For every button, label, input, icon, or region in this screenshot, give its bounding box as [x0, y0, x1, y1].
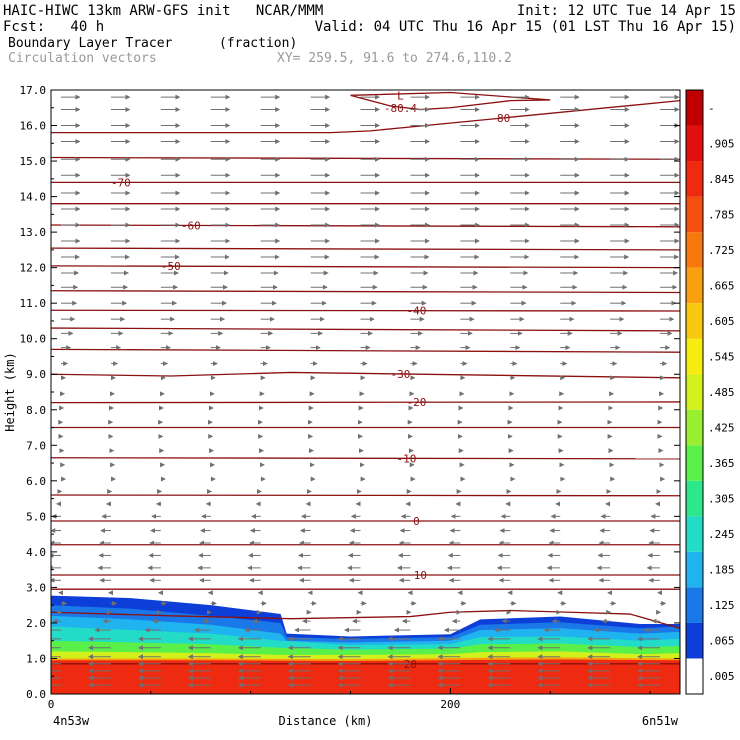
header-line1-left: HAIC-HIWC 13km ARW-GFS init NCAR/MMM: [3, 3, 324, 19]
y-tick-label: 15.0: [20, 155, 47, 168]
tracer-fill-layer: [51, 595, 680, 694]
circulation-vectors: [51, 94, 680, 688]
y-tick-label: 6.0: [26, 475, 46, 488]
colorbar-label: .545: [708, 350, 735, 363]
colorbar-label: .725: [708, 244, 735, 257]
y-tick-label: 16.0: [20, 120, 47, 133]
colorbar-swatch: [686, 267, 703, 304]
x-start-location: 4n53w: [53, 714, 90, 728]
y-tick-label: 12.0: [20, 262, 47, 275]
y-tick-label: 7.0: [26, 439, 46, 452]
contour-label-min: -80.4: [384, 102, 417, 115]
colorbar-label: .005: [708, 670, 735, 683]
colorbar-swatch: [686, 622, 703, 659]
colorbar-swatch: [686, 551, 703, 588]
contour-line: [51, 401, 680, 404]
contour-line: [51, 494, 680, 497]
y-tick-label: 2.0: [26, 617, 46, 630]
contour-label: -50: [161, 260, 181, 273]
colorbar-swatch: [686, 196, 703, 233]
y-tick-label: 0.0: [26, 688, 46, 701]
y-tick-label: 10.0: [20, 333, 47, 346]
contour-label: 0: [413, 515, 420, 528]
x-end-location: 6n51w: [642, 714, 679, 728]
vector-legend-label: Circulation vectors: [8, 51, 157, 66]
colorbar-label: .905: [708, 137, 735, 150]
colorbar-label: .605: [708, 315, 735, 328]
colorbar-swatch: [686, 338, 703, 375]
colorbar-swatch: [686, 374, 703, 410]
y-tick-label: 17.0: [20, 84, 47, 97]
contour-label: -10: [396, 452, 416, 465]
contour-line: [51, 327, 680, 332]
contour-line: [51, 348, 680, 353]
x-tick-label: 0: [48, 698, 55, 711]
colorbar-swatch: [686, 516, 703, 552]
colorbar-swatch: [686, 90, 703, 126]
contour-label: -40: [406, 305, 426, 318]
contour-line: [51, 457, 680, 460]
contour-line: [51, 265, 680, 269]
header-line2-left: Fcst: 40 h: [3, 19, 105, 35]
y-axis-label: Height (km): [3, 352, 17, 431]
colorbar-label: .065: [708, 635, 735, 648]
colorbar-swatch: [686, 303, 703, 339]
y-tick-label: 11.0: [20, 297, 47, 310]
contour-low-marker: L: [397, 89, 404, 102]
contour-label: -20: [406, 396, 426, 409]
y-tick-label: 1.0: [26, 652, 46, 665]
colorbar-label: .185: [708, 564, 735, 577]
contour-line: [51, 371, 680, 379]
header-line2-right: Valid: 04 UTC Thu 16 Apr 15 (01 LST Thu …: [314, 19, 736, 35]
contour-line-closed: [350, 91, 551, 111]
contour-label: -70: [111, 176, 131, 189]
contour-line: [51, 290, 680, 294]
colorbar: .005 .065 .125 .185 .245 .305 .365 .425 .485 .545…: [685, 89, 735, 695]
colorbar-label: .425: [708, 422, 735, 435]
y-tick-label: 5.0: [26, 510, 46, 523]
field-units: (fraction): [219, 36, 298, 51]
y-tick-label: 14.0: [20, 191, 47, 204]
y-tick-label: 4.0: [26, 546, 46, 559]
header-line1-right: Init: 12 UTC Tue 14 Apr 15: [516, 3, 736, 19]
xy-info: XY= 259.5, 91.6 to 274.6,110.2: [277, 51, 512, 66]
colorbar-swatch: [686, 587, 703, 623]
y-tick-label: 3.0: [26, 581, 46, 594]
colorbar-label: .365: [708, 457, 735, 470]
tracer-layer-7: [51, 659, 680, 694]
contour-line: [51, 309, 680, 312]
colorbar-swatch: [686, 232, 703, 268]
x-tick-label: 200: [440, 698, 460, 711]
field-name: Boundary Layer Tracer: [8, 36, 173, 51]
contour-label: -60: [181, 219, 201, 232]
colorbar-swatch: [686, 125, 703, 162]
colorbar-label: .245: [708, 528, 735, 541]
y-tick-label: 8.0: [26, 404, 46, 417]
colorbar-label: .785: [708, 208, 735, 221]
colorbar-swatch: [686, 445, 703, 481]
colorbar-label: .485: [708, 386, 735, 399]
colorbar-label: .665: [708, 279, 735, 292]
contour-line: [51, 100, 680, 134]
contour-label: -30: [391, 368, 411, 381]
contour-label: 10: [414, 569, 427, 582]
y-tick-label: 13.0: [20, 226, 47, 239]
colorbar-swatch: [686, 409, 703, 446]
colorbar-label: .305: [708, 493, 735, 506]
colorbar-label: .845: [708, 173, 735, 186]
y-tick-label: 9.0: [26, 368, 46, 381]
colorbar-frame: [685, 89, 704, 695]
contour-label: -80: [490, 112, 510, 125]
colorbar-swatch: [686, 161, 703, 197]
colorbar-label: .125: [708, 599, 735, 612]
x-axis-label: Distance (km): [279, 714, 373, 728]
colorbar-swatch: [686, 658, 703, 694]
colorbar-swatch: [686, 480, 703, 517]
axes: 0.0 1.0 2.0 3.0 4.0 5.0 6.0 7.0 8.0 9.0 10.0 11.0 12…: [3, 84, 681, 728]
contour-line: [51, 247, 680, 251]
colorbar-label: -: [708, 102, 715, 115]
